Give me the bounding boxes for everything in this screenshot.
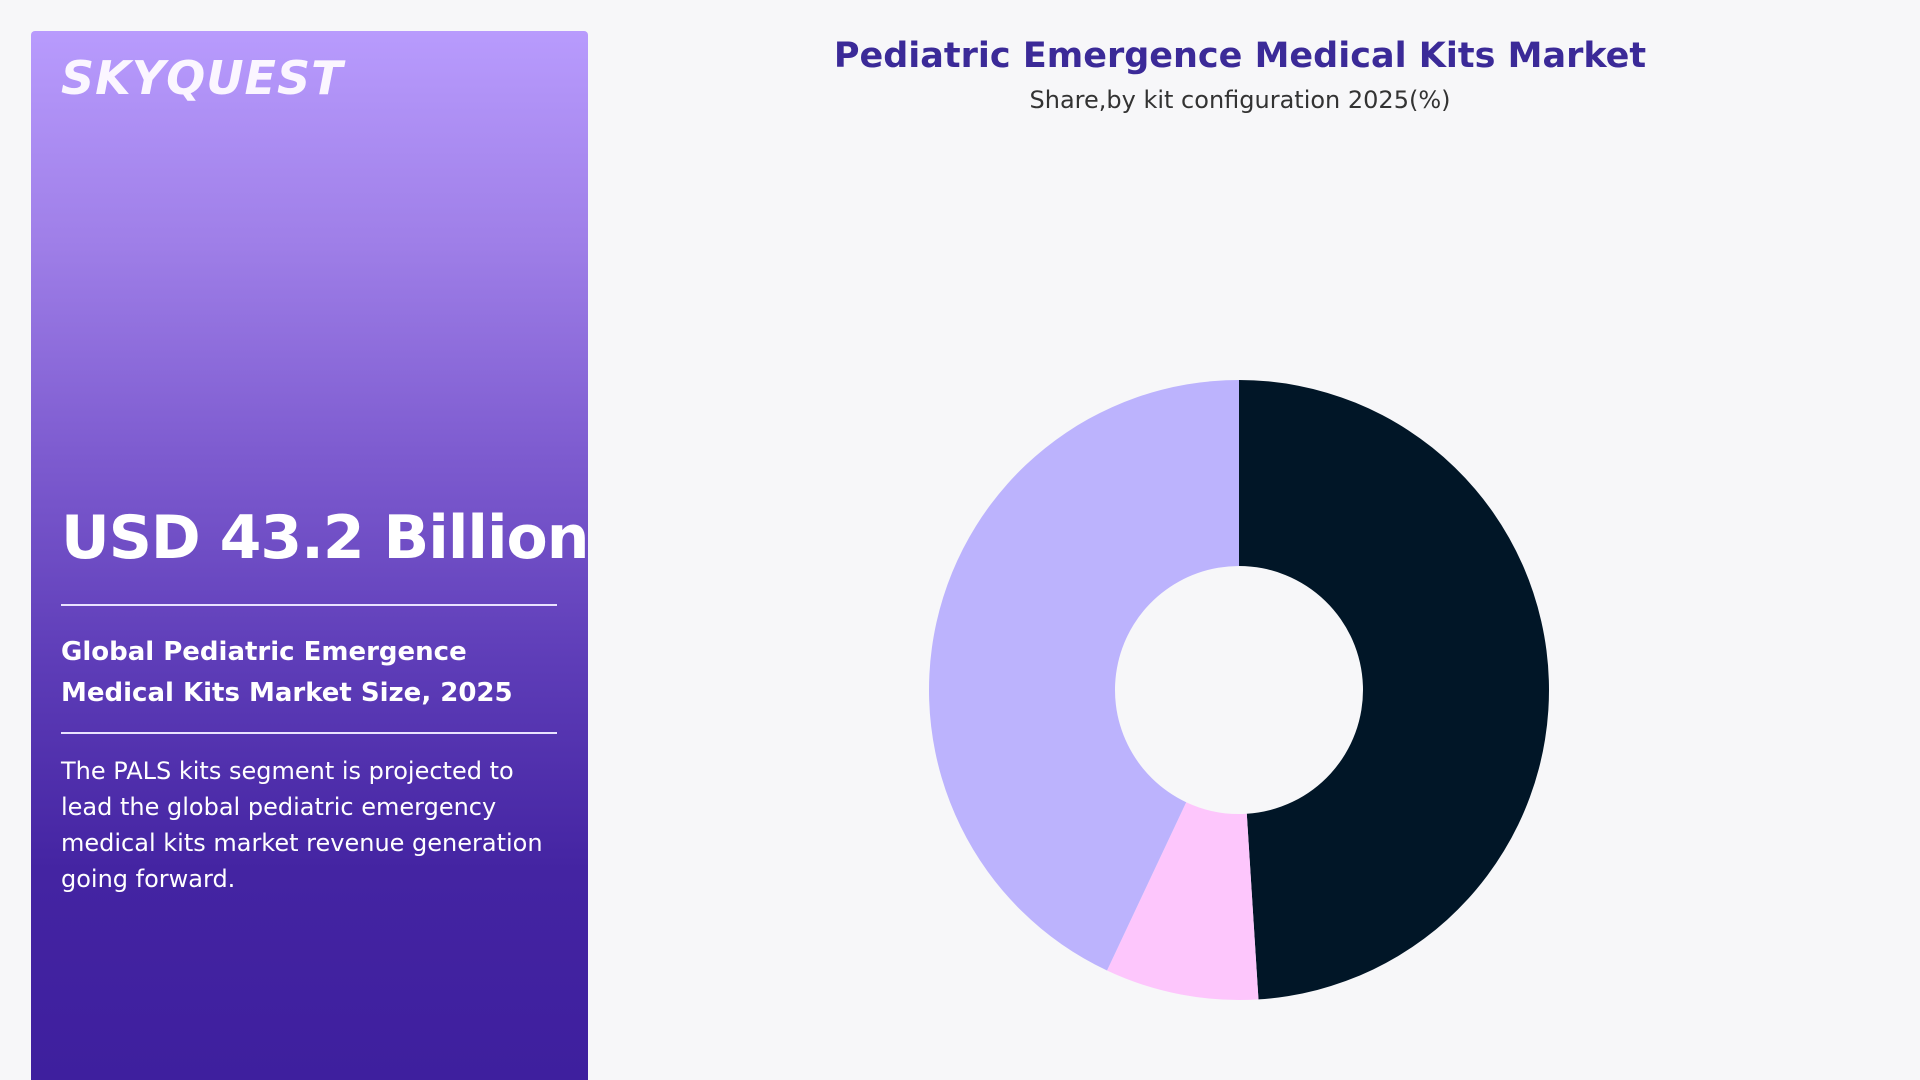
- summary-panel: SKYQUEST USD 43.2 Billion Global Pediatr…: [31, 31, 589, 1080]
- skyquest-logo: SKYQUEST: [61, 51, 344, 105]
- divider-bottom: [61, 732, 557, 734]
- donut-slice-1: [1239, 380, 1550, 1000]
- chart-title: Pediatric Emergence Medical Kits Market: [833, 36, 1647, 76]
- divider-top: [61, 604, 557, 606]
- donut-chart: [900, 370, 1580, 1010]
- donut-slice-3: [929, 380, 1239, 971]
- segment-description: The PALS kits segment is projected to le…: [61, 757, 543, 893]
- donut-chart-svg: [929, 380, 1550, 1001]
- market-size-value: USD 43.2 Billion: [61, 503, 589, 573]
- chart-subtitle: Share,by kit configuration 2025(%): [1029, 86, 1451, 114]
- donut-slice-2: [1107, 802, 1259, 1001]
- market-size-label: Global Pediatric Emergence Medical Kits …: [61, 637, 513, 708]
